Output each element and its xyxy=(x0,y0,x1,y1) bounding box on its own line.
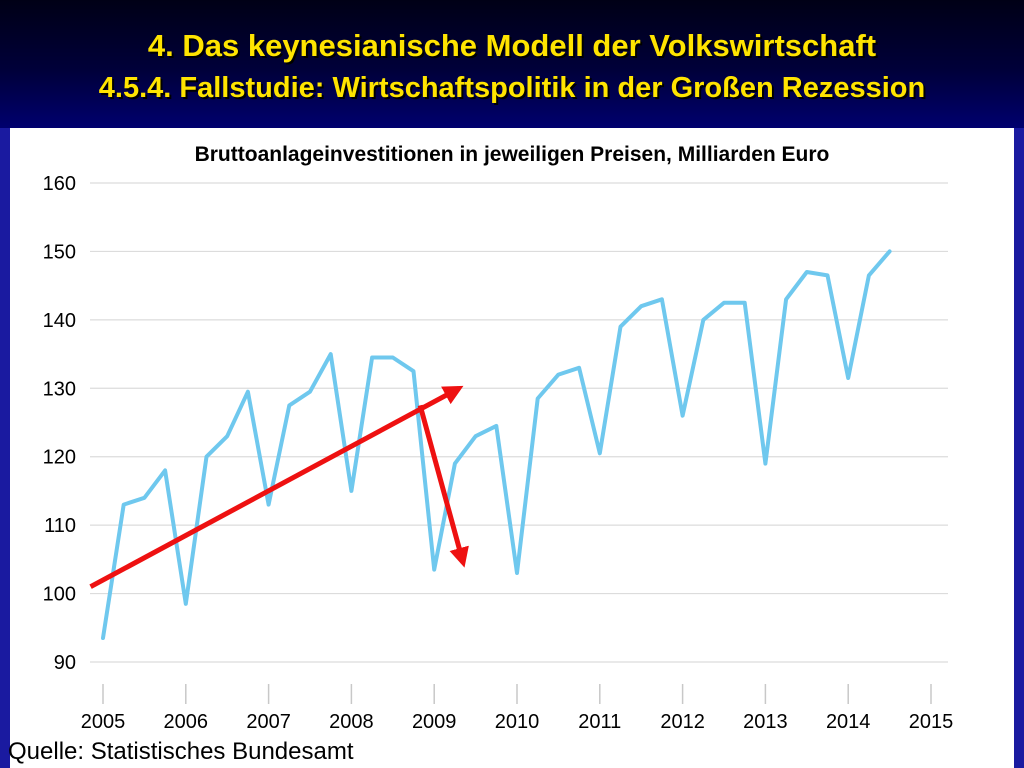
data-point xyxy=(411,369,416,373)
data-point xyxy=(805,270,809,274)
x-tick-label: 2007 xyxy=(246,711,291,733)
data-point xyxy=(287,403,291,407)
data-point xyxy=(184,602,188,606)
data-point xyxy=(888,249,892,254)
annotation-arrow xyxy=(89,385,464,589)
data-point xyxy=(453,461,457,466)
data-point xyxy=(536,396,540,401)
data-point xyxy=(163,468,167,472)
data-point xyxy=(204,455,209,459)
data-point xyxy=(122,503,126,507)
data-point xyxy=(784,297,788,301)
data-point xyxy=(432,568,436,572)
x-tick-label: 2015 xyxy=(909,711,954,733)
x-tick-label: 2006 xyxy=(164,711,209,733)
data-point xyxy=(660,297,664,301)
y-tick-label: 140 xyxy=(43,310,76,332)
data-point xyxy=(370,355,374,360)
data-point xyxy=(225,434,229,438)
slide-title: 4. Das keynesianische Modell der Volkswi… xyxy=(147,28,877,63)
source-note: Quelle: Statistisches Bundesamt xyxy=(8,738,354,765)
data-point xyxy=(846,376,850,380)
data-point xyxy=(515,571,519,575)
data-point xyxy=(246,390,250,394)
slide-subtitle: 4.5.4. Fallstudie: Wirtschaftspolitik in… xyxy=(98,72,926,104)
chart-title: Bruttoanlageinvestitionen in jeweiligen … xyxy=(194,143,830,166)
x-tick-label: 2008 xyxy=(329,711,374,733)
x-tick-label: 2012 xyxy=(660,711,705,733)
data-point xyxy=(825,273,830,277)
data-point xyxy=(329,352,333,356)
data-point xyxy=(763,461,768,466)
data-point xyxy=(618,325,623,329)
data-point xyxy=(474,434,478,438)
x-tick-label: 2010 xyxy=(495,711,540,733)
slide-frame xyxy=(0,128,1024,768)
x-tick-label: 2005 xyxy=(81,711,126,733)
data-point xyxy=(494,424,498,428)
x-tick-label: 2014 xyxy=(826,711,871,733)
y-tick-label: 120 xyxy=(43,447,76,469)
data-point xyxy=(101,636,105,640)
data-point xyxy=(349,489,353,493)
x-tick-label: 2009 xyxy=(412,711,457,733)
x-tick-label: 2013 xyxy=(743,711,788,733)
data-point xyxy=(681,414,685,418)
data-point xyxy=(577,366,581,370)
annotation-arrow xyxy=(417,404,469,568)
y-tick-label: 130 xyxy=(43,378,76,400)
data-point xyxy=(598,451,602,455)
data-point xyxy=(556,373,561,377)
data-point xyxy=(639,304,643,308)
y-tick-label: 150 xyxy=(43,241,76,263)
data-point xyxy=(701,318,705,322)
data-point xyxy=(308,390,312,394)
y-tick-label: 160 xyxy=(43,173,76,195)
data-point xyxy=(867,273,871,277)
y-tick-label: 110 xyxy=(44,515,76,537)
series-line xyxy=(101,249,892,640)
y-tick-label: 90 xyxy=(54,652,76,674)
data-point xyxy=(743,301,747,305)
header-banner xyxy=(0,0,1024,128)
data-point xyxy=(142,496,146,500)
y-tick-label: 100 xyxy=(43,584,76,606)
data-point xyxy=(722,301,726,305)
data-point xyxy=(391,355,395,360)
data-point xyxy=(267,503,271,507)
x-tick-label: 2011 xyxy=(578,711,621,733)
